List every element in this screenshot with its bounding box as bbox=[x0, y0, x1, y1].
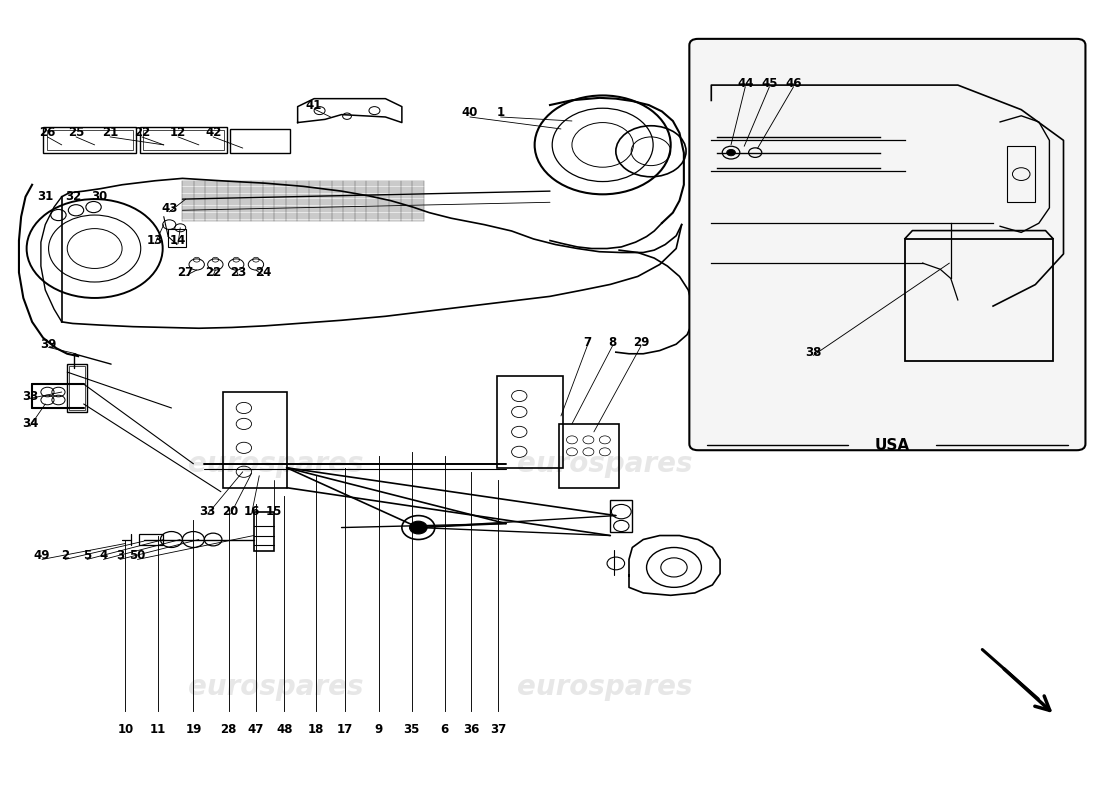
Text: 12: 12 bbox=[169, 126, 186, 139]
Text: 40: 40 bbox=[462, 106, 478, 119]
Bar bbox=[67, 364, 87, 412]
Bar bbox=[497, 376, 563, 468]
Text: 34: 34 bbox=[22, 418, 38, 430]
Text: 38: 38 bbox=[805, 346, 822, 358]
Circle shape bbox=[409, 521, 427, 534]
Text: 17: 17 bbox=[337, 723, 353, 736]
Text: 48: 48 bbox=[276, 723, 293, 736]
Text: 42: 42 bbox=[205, 126, 221, 139]
Text: 45: 45 bbox=[761, 77, 778, 90]
Bar bbox=[140, 127, 228, 153]
Text: 13: 13 bbox=[147, 234, 163, 247]
Text: 20: 20 bbox=[222, 505, 239, 518]
Bar bbox=[43, 127, 136, 153]
Bar bbox=[254, 512, 274, 551]
Bar bbox=[143, 130, 224, 150]
Text: 5: 5 bbox=[82, 549, 91, 562]
Text: 47: 47 bbox=[248, 723, 264, 736]
Text: 18: 18 bbox=[308, 723, 324, 736]
Text: 10: 10 bbox=[118, 723, 133, 736]
Bar bbox=[610, 500, 632, 531]
Text: 25: 25 bbox=[68, 126, 85, 139]
Text: 28: 28 bbox=[220, 723, 236, 736]
Text: 31: 31 bbox=[37, 190, 54, 203]
Text: 27: 27 bbox=[177, 266, 194, 279]
Text: 41: 41 bbox=[306, 98, 322, 111]
Text: eurospares: eurospares bbox=[517, 673, 693, 701]
Text: 37: 37 bbox=[491, 723, 507, 736]
Text: 19: 19 bbox=[185, 723, 201, 736]
Text: 3: 3 bbox=[116, 549, 124, 562]
Text: 46: 46 bbox=[785, 77, 802, 90]
Bar bbox=[905, 238, 1053, 362]
Bar bbox=[168, 230, 186, 247]
Text: eurospares: eurospares bbox=[517, 450, 693, 478]
Circle shape bbox=[727, 150, 736, 156]
Bar bbox=[183, 181, 424, 221]
Bar bbox=[139, 534, 163, 545]
Text: 39: 39 bbox=[41, 338, 57, 350]
Bar bbox=[47, 130, 133, 150]
Text: 30: 30 bbox=[91, 190, 107, 203]
Text: 33: 33 bbox=[22, 390, 38, 402]
Text: 7: 7 bbox=[583, 336, 592, 349]
Text: 8: 8 bbox=[608, 336, 617, 349]
Text: 29: 29 bbox=[632, 336, 649, 349]
Text: 49: 49 bbox=[34, 549, 51, 562]
Text: 23: 23 bbox=[230, 266, 246, 279]
Text: 43: 43 bbox=[161, 202, 177, 215]
Text: 21: 21 bbox=[102, 126, 118, 139]
Bar bbox=[69, 366, 85, 410]
Text: 33: 33 bbox=[199, 505, 216, 518]
Text: 16: 16 bbox=[243, 505, 260, 518]
Text: 15: 15 bbox=[265, 505, 282, 518]
Text: 44: 44 bbox=[737, 77, 754, 90]
Text: 22: 22 bbox=[205, 266, 221, 279]
Text: eurospares: eurospares bbox=[188, 450, 363, 478]
Text: 9: 9 bbox=[375, 723, 383, 736]
Text: eurospares: eurospares bbox=[188, 673, 363, 701]
Bar bbox=[223, 392, 287, 488]
Bar bbox=[1008, 146, 1035, 202]
Text: 24: 24 bbox=[255, 266, 272, 279]
Text: 11: 11 bbox=[151, 723, 166, 736]
Text: 22: 22 bbox=[134, 126, 150, 139]
Text: 50: 50 bbox=[130, 549, 145, 562]
Text: 14: 14 bbox=[169, 234, 186, 247]
Text: 36: 36 bbox=[463, 723, 480, 736]
Text: 1: 1 bbox=[496, 106, 505, 119]
Text: 4: 4 bbox=[99, 549, 108, 562]
Bar bbox=[559, 424, 619, 488]
Bar bbox=[230, 129, 290, 153]
Text: 2: 2 bbox=[60, 549, 69, 562]
Text: 35: 35 bbox=[404, 723, 420, 736]
Text: USA: USA bbox=[874, 438, 910, 453]
Text: 6: 6 bbox=[440, 723, 449, 736]
Text: 32: 32 bbox=[66, 190, 81, 203]
FancyBboxPatch shape bbox=[690, 39, 1086, 450]
Text: 26: 26 bbox=[40, 126, 56, 139]
